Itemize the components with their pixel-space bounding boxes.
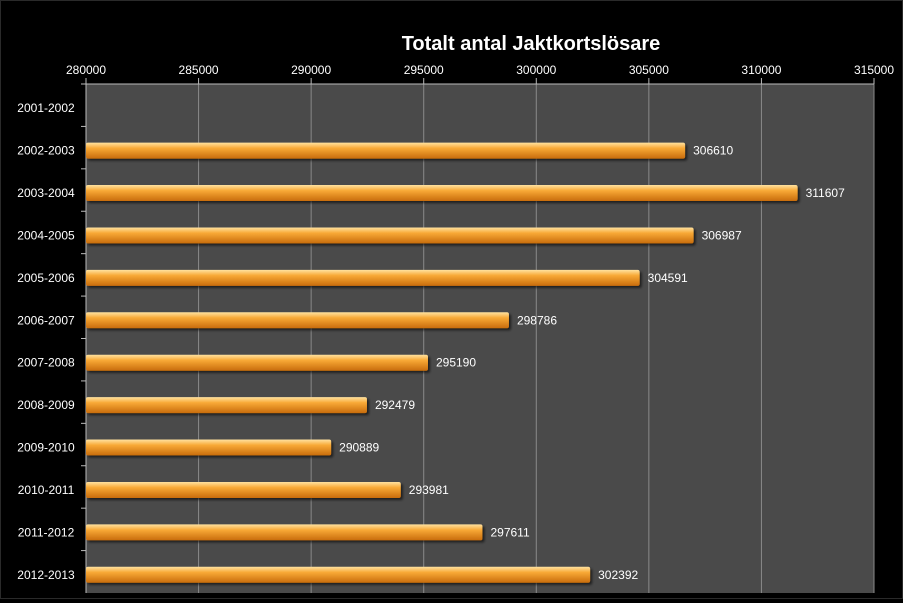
data-label: 306987 (702, 228, 742, 242)
bar (86, 524, 483, 541)
category-label: 2002-2003 (17, 144, 75, 158)
bar (86, 566, 591, 583)
plot-area (86, 84, 874, 593)
x-tick-label: 300000 (516, 63, 556, 77)
category-label: 2005-2006 (17, 271, 75, 285)
data-label: 295190 (436, 356, 476, 370)
bar (86, 269, 640, 286)
x-tick-label: 315000 (854, 63, 894, 77)
bar (86, 185, 798, 202)
bar (86, 354, 428, 371)
data-label: 298786 (517, 313, 557, 327)
category-label: 2011-2012 (18, 525, 75, 539)
data-label: 311607 (806, 186, 845, 200)
bar (86, 227, 694, 244)
x-tick-label: 290000 (291, 63, 331, 77)
data-label: 290889 (339, 441, 379, 455)
category-label: 2008-2009 (17, 398, 75, 412)
bar (86, 481, 401, 498)
data-label: 302392 (598, 568, 638, 582)
bar (86, 397, 367, 414)
category-label: 2004-2005 (17, 228, 75, 242)
data-label: 297611 (490, 525, 529, 539)
x-tick-label: 285000 (179, 63, 219, 77)
category-label: 2012-2013 (17, 568, 75, 582)
x-tick-label: 310000 (741, 63, 781, 77)
data-label: 293981 (409, 483, 449, 497)
category-label: 2001-2002 (17, 101, 75, 115)
bar (86, 142, 686, 159)
category-label: 2006-2007 (17, 313, 75, 327)
category-label: 2007-2008 (17, 356, 75, 370)
chart-title: Totalt antal Jaktkortslösare (402, 33, 661, 55)
x-tick-label: 305000 (629, 63, 669, 77)
data-label: 306610 (693, 144, 733, 158)
bar (86, 439, 332, 456)
category-label: 2003-2004 (17, 186, 75, 200)
data-label: 304591 (648, 271, 688, 285)
data-label: 292479 (375, 398, 415, 412)
x-tick-label: 280000 (66, 63, 106, 77)
category-label: 2010-2011 (18, 483, 75, 497)
category-label: 2009-2010 (17, 441, 75, 455)
x-tick-label: 295000 (404, 63, 444, 77)
bar (86, 312, 509, 329)
